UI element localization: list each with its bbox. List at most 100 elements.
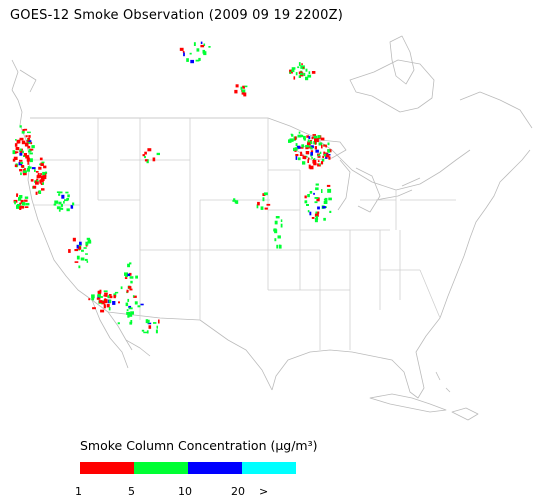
smoke-pixel [129, 288, 133, 291]
smoke-pixel [19, 202, 22, 206]
smoke-pixel [24, 168, 26, 172]
smoke-pixel [322, 155, 324, 158]
smoke-pixel [241, 89, 246, 93]
smoke-pixel [35, 171, 39, 173]
smoke-pixel [233, 198, 236, 201]
smoke-pixel [126, 309, 129, 311]
smoke-pixel [317, 154, 321, 157]
smoke-pixel [310, 145, 314, 149]
smoke-pixel [39, 157, 43, 161]
smoke-pixel [35, 180, 39, 185]
smoke-pixel [275, 216, 280, 219]
smoke-pixel [19, 169, 23, 172]
smoke-pixel [60, 203, 63, 207]
smoke-pixel [297, 157, 301, 161]
great-lakes [295, 139, 421, 213]
smoke-pixel [108, 307, 111, 311]
smoke-pixel [242, 91, 245, 95]
smoke-pixel [80, 257, 85, 261]
legend-swatch-very-high [242, 462, 296, 474]
smoke-pixel [301, 63, 303, 66]
smoke-pixel [42, 175, 47, 180]
smoke-pixel [326, 184, 331, 187]
smoke-pixel [37, 173, 40, 176]
smoke-pixel [19, 148, 22, 152]
smoke-pixel [156, 325, 158, 329]
smoke-pixel [314, 213, 319, 217]
smoke-pixel [293, 147, 295, 152]
smoke-pixel [235, 200, 239, 204]
smoke-pixel [314, 146, 317, 150]
smoke-pixel [117, 322, 120, 325]
smoke-pixel [39, 175, 42, 178]
smoke-pixel [307, 143, 311, 146]
smoke-pixel [134, 301, 138, 305]
smoke-pixel [260, 206, 264, 210]
smoke-pixel [18, 197, 22, 201]
mexico-border [107, 311, 273, 391]
smoke-pixel [312, 134, 316, 136]
smoke-pixel [36, 179, 39, 182]
canada-coast [11, 59, 37, 93]
smoke-pixel [327, 142, 330, 146]
smoke-pixel [189, 52, 192, 55]
smoke-pixel [200, 44, 205, 48]
smoke-pixel [146, 330, 149, 334]
smoke-pixel [318, 163, 321, 166]
smoke-pixel [314, 218, 318, 223]
smoke-pixel [91, 297, 95, 301]
smoke-pixel [103, 290, 108, 293]
bahamas [435, 371, 451, 393]
smoke-pixel [27, 131, 31, 134]
smoke-pixel [183, 52, 185, 57]
smoke-pixel [299, 154, 303, 156]
smoke-pixel [133, 295, 137, 298]
legend-swatch-low [80, 462, 134, 474]
smoke-pixel [311, 156, 313, 159]
smoke-pixel [24, 206, 29, 208]
smoke-pixel [310, 147, 313, 150]
smoke-pixel [129, 276, 134, 279]
smoke-pixel [278, 244, 282, 249]
smoke-pixel [87, 239, 92, 243]
smoke-pixel [295, 154, 299, 157]
smoke-pixel [314, 141, 317, 145]
smoke-pixel [101, 300, 105, 305]
smoke-pixel [323, 151, 326, 156]
baja-outline [91, 299, 151, 369]
smoke-pixel [297, 134, 302, 138]
smoke-pixel [147, 319, 150, 324]
smoke-pixel [128, 312, 133, 317]
smoke-pixel [19, 206, 22, 210]
smoke-pixel [54, 200, 59, 204]
smoke-pixel [328, 154, 331, 156]
smoke-pixel [31, 167, 36, 170]
gulf-coast [271, 317, 441, 399]
smoke-pixel [40, 178, 44, 183]
smoke-pixel [311, 71, 316, 74]
smoke-pixel [300, 135, 304, 138]
smoke-pixel [87, 241, 92, 244]
smoke-pixel [26, 168, 30, 172]
smoke-pixel [59, 207, 63, 210]
smoke-pixel [321, 144, 323, 149]
legend-swatch-high [188, 462, 242, 474]
smoke-pixel [103, 303, 106, 306]
smoke-pixel [291, 69, 295, 73]
smoke-pixel [16, 139, 20, 144]
smoke-pixel [27, 145, 31, 149]
smoke-pixel [320, 137, 325, 141]
smoke-pixel [296, 145, 301, 149]
smoke-pixel [317, 160, 320, 162]
smoke-pixel [103, 299, 108, 304]
smoke-pixel [14, 201, 16, 205]
smoke-pixel [301, 144, 305, 148]
smoke-pixel [299, 72, 303, 76]
smoke-pixel [198, 57, 201, 61]
smoke-pixel [316, 197, 320, 202]
smoke-pixel [58, 209, 61, 212]
smoke-pixel [300, 146, 304, 149]
smoke-pixel [130, 280, 133, 284]
smoke-pixel [315, 149, 319, 153]
smoke-pixel [307, 146, 311, 149]
